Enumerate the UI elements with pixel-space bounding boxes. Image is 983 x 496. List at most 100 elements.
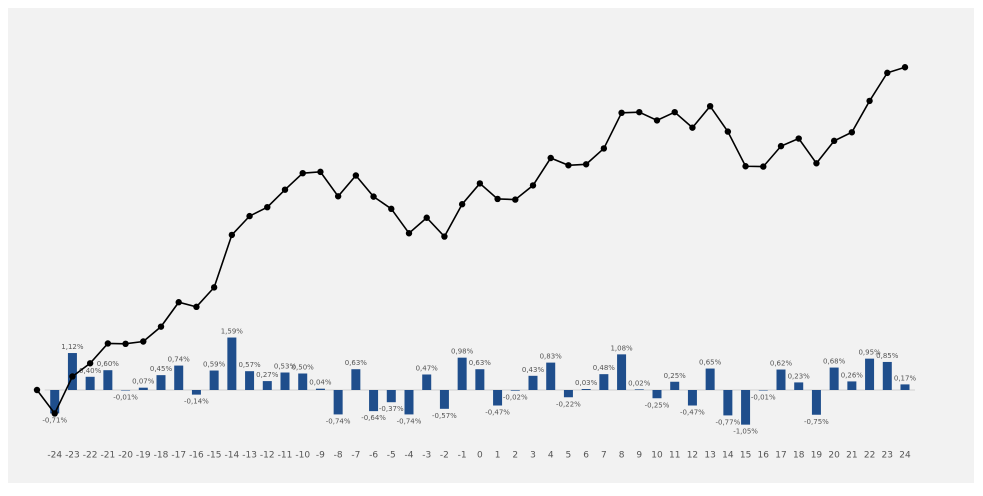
- line-point: [86, 360, 94, 367]
- x-tick-label: 24: [899, 451, 911, 461]
- data-label: 1,12%: [61, 343, 84, 351]
- line-point: [246, 212, 253, 220]
- data-label: -0,14%: [184, 398, 209, 406]
- x-tick-label: -7: [351, 451, 360, 461]
- bar: [723, 390, 733, 416]
- bar: [50, 390, 60, 414]
- line-point: [352, 172, 360, 179]
- x-tick-label: -18: [154, 451, 169, 461]
- bar: [174, 365, 184, 390]
- line-point: [458, 201, 466, 208]
- x-tick-label: 11: [669, 451, 680, 461]
- data-label: 0,40%: [79, 367, 102, 375]
- line-point: [405, 230, 413, 237]
- line-point: [529, 182, 537, 189]
- data-label: -0,47%: [485, 409, 510, 417]
- data-label: -0,01%: [113, 393, 138, 401]
- line-point: [175, 299, 182, 306]
- line-point: [760, 163, 767, 170]
- bar: [794, 382, 804, 390]
- x-tick-label: 0: [477, 451, 483, 461]
- x-tick-label: -24: [47, 451, 62, 461]
- bar: [262, 381, 272, 390]
- line-point: [848, 129, 856, 136]
- bar: [103, 370, 113, 390]
- bar: [315, 388, 325, 390]
- data-label: 0,02%: [628, 379, 651, 387]
- data-label: -1,05%: [733, 428, 758, 436]
- line-point: [157, 323, 165, 330]
- x-tick-label: -16: [189, 451, 204, 461]
- x-tick-label: 15: [740, 451, 751, 461]
- line-point: [104, 340, 112, 347]
- line-point: [742, 163, 749, 170]
- line-point: [140, 338, 147, 345]
- bar: [741, 390, 751, 425]
- bar: [227, 337, 237, 390]
- bar: [617, 354, 627, 390]
- data-label: -0,22%: [556, 400, 581, 408]
- data-label: -0,64%: [361, 414, 386, 422]
- data-label: 0,17%: [894, 374, 917, 382]
- x-tick-label: -15: [207, 451, 222, 461]
- line-point: [706, 103, 714, 110]
- x-tick-label: -20: [118, 451, 133, 461]
- line-point: [724, 128, 732, 135]
- bar: [67, 353, 77, 390]
- line-point: [653, 117, 661, 124]
- x-tick-label: 14: [722, 451, 734, 461]
- line-point: [317, 168, 324, 176]
- x-tick-label: 3: [530, 451, 536, 461]
- x-tick-label: 8: [619, 451, 625, 461]
- line-point: [299, 169, 306, 177]
- data-label: 0,85%: [876, 352, 899, 360]
- bar: [865, 358, 875, 390]
- bar: [581, 389, 591, 390]
- line-point: [901, 64, 909, 71]
- bar: [191, 390, 201, 395]
- bar: [333, 390, 343, 415]
- x-tick-label: -17: [171, 451, 186, 461]
- x-tick-label: -22: [83, 451, 98, 461]
- bar: [652, 390, 662, 399]
- bar: [209, 370, 219, 390]
- line-point: [370, 193, 377, 200]
- data-label: 0,03%: [575, 379, 598, 387]
- data-label: 0,57%: [238, 361, 261, 369]
- line-point: [122, 340, 129, 347]
- line-point: [264, 203, 271, 211]
- bar: [882, 361, 892, 390]
- data-label: 1,59%: [221, 328, 244, 336]
- line-point: [69, 373, 76, 380]
- line-point: [334, 193, 342, 200]
- data-label: 0,98%: [451, 348, 474, 356]
- x-tick-label: 22: [864, 451, 875, 461]
- bar: [847, 381, 857, 390]
- data-label: 0,63%: [469, 359, 492, 367]
- data-label: -0,74%: [326, 417, 351, 425]
- bar: [138, 387, 148, 390]
- x-tick-label: 1: [495, 451, 501, 461]
- x-tick-label: 19: [811, 451, 823, 461]
- x-tick-label: -21: [101, 451, 116, 461]
- data-label: 0,48%: [593, 364, 616, 372]
- x-tick-label: 2: [512, 451, 518, 461]
- data-label: 0,43%: [522, 366, 545, 374]
- data-label: 0,63%: [345, 359, 368, 367]
- line-point: [671, 108, 678, 116]
- bar: [422, 374, 432, 390]
- x-tick-label: 9: [636, 451, 642, 461]
- data-label: 1,08%: [610, 344, 633, 352]
- line-point: [388, 205, 395, 213]
- bar: [439, 390, 449, 409]
- line-point: [777, 142, 785, 150]
- x-tick-label: 23: [882, 451, 893, 461]
- line-point: [795, 135, 802, 142]
- line-point: [565, 162, 572, 169]
- x-tick-label: 7: [601, 451, 607, 461]
- data-label: -0,01%: [751, 393, 776, 401]
- data-label: -0,71%: [42, 416, 67, 424]
- bar: [85, 376, 95, 390]
- data-label: 0,07%: [132, 378, 155, 386]
- data-label: -0,02%: [503, 394, 528, 402]
